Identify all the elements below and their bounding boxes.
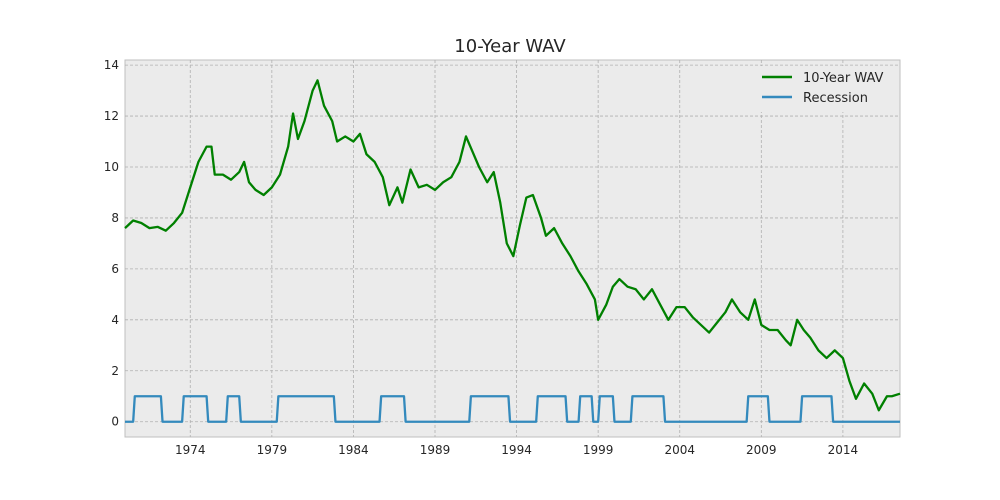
plot-area — [124, 59, 901, 438]
y-tick-label: 14 — [104, 58, 119, 72]
x-tick-label: 1984 — [338, 443, 369, 457]
x-axis: 1974 1979 1984 1989 1994 1999 2004 2009 2014 — [175, 443, 858, 457]
series-layer — [124, 79, 901, 423]
x-tick-label: 1979 — [257, 443, 288, 457]
y-tick-label: 4 — [111, 313, 119, 327]
x-tick-label: 2009 — [746, 443, 777, 457]
x-tick-label: 1999 — [583, 443, 614, 457]
x-tick-label: 2014 — [828, 443, 859, 457]
y-tick-label: 10 — [104, 160, 119, 174]
legend-box — [752, 66, 892, 112]
y-tick-label: 12 — [104, 109, 119, 123]
x-tick-label: 1989 — [420, 443, 451, 457]
x-tick-label: 1994 — [501, 443, 532, 457]
chart-title: 10-Year WAV — [454, 36, 566, 57]
y-tick-label: 0 — [111, 415, 119, 429]
legend: 10-Year WAV Recession — [752, 66, 892, 112]
legend-label-wav: 10-Year WAV — [803, 71, 884, 86]
series-line-wav — [124, 79, 901, 412]
series-line-recession — [125, 395, 900, 423]
legend-label-recession: Recession — [803, 91, 868, 106]
y-tick-label: 2 — [111, 364, 119, 378]
y-axis: 0 2 4 6 8 10 12 14 — [104, 58, 119, 429]
x-tick-label: 1974 — [175, 443, 206, 457]
grid — [125, 60, 900, 437]
x-tick-label: 2004 — [664, 443, 695, 457]
y-tick-label: 8 — [111, 211, 119, 225]
y-tick-label: 6 — [111, 262, 119, 276]
